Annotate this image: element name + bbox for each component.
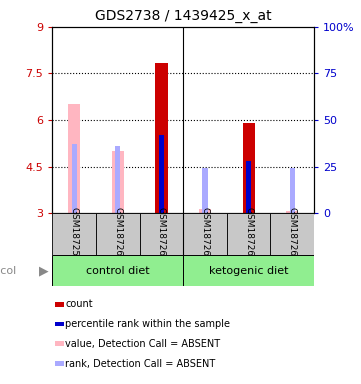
Bar: [199, 209, 211, 213]
Text: percentile rank within the sample: percentile rank within the sample: [65, 319, 230, 329]
Bar: [140, 213, 183, 255]
Bar: [227, 213, 270, 255]
Text: GSM187259: GSM187259: [70, 207, 79, 262]
Text: count: count: [65, 299, 93, 309]
Bar: [183, 255, 314, 286]
Bar: [155, 63, 168, 213]
Bar: [55, 302, 64, 306]
Bar: [71, 144, 77, 213]
Text: value, Detection Call = ABSENT: value, Detection Call = ABSENT: [65, 339, 220, 349]
Bar: [243, 123, 255, 213]
Text: GSM187264: GSM187264: [288, 207, 297, 262]
Text: control diet: control diet: [86, 266, 149, 276]
Bar: [112, 151, 124, 213]
Bar: [52, 255, 183, 286]
Title: GDS2738 / 1439425_x_at: GDS2738 / 1439425_x_at: [95, 9, 271, 23]
Bar: [270, 213, 314, 255]
Bar: [246, 161, 251, 213]
Text: ▶: ▶: [39, 264, 48, 277]
Bar: [55, 341, 64, 346]
Bar: [96, 213, 140, 255]
Bar: [115, 146, 121, 213]
Text: rank, Detection Call = ABSENT: rank, Detection Call = ABSENT: [65, 359, 215, 369]
Bar: [52, 213, 96, 255]
Bar: [183, 213, 227, 255]
Text: GSM187263: GSM187263: [244, 207, 253, 262]
Bar: [159, 135, 164, 213]
Bar: [55, 322, 64, 326]
Text: protocol: protocol: [0, 266, 16, 276]
Text: ketogenic diet: ketogenic diet: [209, 266, 288, 276]
Bar: [290, 169, 295, 213]
Bar: [68, 104, 80, 213]
Bar: [286, 211, 298, 213]
Bar: [55, 361, 64, 366]
Text: GSM187262: GSM187262: [200, 207, 209, 262]
Text: GSM187261: GSM187261: [157, 207, 166, 262]
Text: GSM187260: GSM187260: [113, 207, 122, 262]
Bar: [203, 169, 208, 213]
